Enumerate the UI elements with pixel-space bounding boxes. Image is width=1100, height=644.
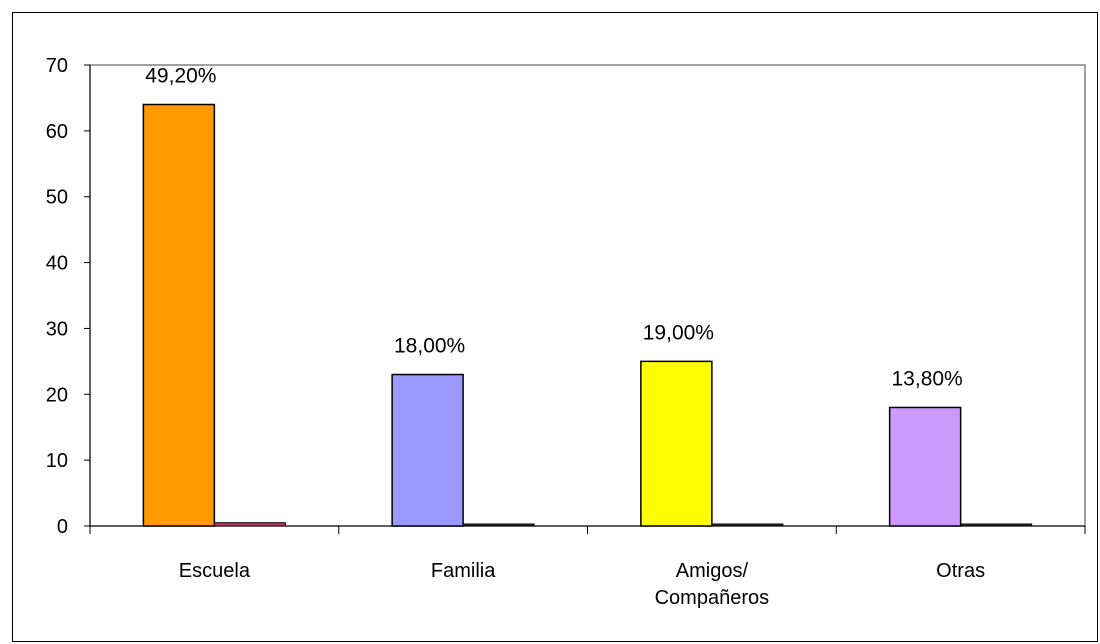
y-tick-label: 70 (46, 55, 68, 77)
y-tick-label: 0 (57, 516, 68, 538)
bars (142, 103, 1033, 527)
y-tick-label: 50 (46, 187, 68, 209)
y-axis: 0 10 20 30 40 50 60 70 (46, 55, 91, 538)
x-category-label: Otras (936, 560, 985, 582)
x-category-label: Escuela (179, 560, 251, 582)
data-label: 18,00% (394, 335, 465, 358)
y-tick-label: 60 (46, 121, 68, 143)
y-tick-label: 20 (46, 384, 68, 406)
y-tick-label: 10 (46, 450, 68, 472)
y-tick-label: 30 (46, 318, 68, 340)
bar (142, 103, 216, 527)
bar-secondary (462, 523, 535, 527)
data-label: 19,00% (643, 321, 714, 344)
data-label: 13,80% (892, 367, 963, 390)
x-axis: Escuela Familia Amigos/Compañeros Otras (89, 525, 1086, 609)
bar (640, 360, 713, 527)
bar-secondary (711, 523, 784, 527)
data-label: 49,20% (145, 65, 216, 88)
y-tick-label: 40 (46, 253, 68, 275)
bar-secondary (213, 522, 286, 527)
bar (888, 406, 962, 527)
bar-secondary (960, 523, 1033, 527)
bar (391, 373, 464, 527)
x-category-label: Amigos/Compañeros (655, 560, 770, 609)
data-labels: 49,20% 18,00% 19,00% 13,80% (145, 65, 962, 391)
x-category-label: Familia (431, 560, 496, 582)
